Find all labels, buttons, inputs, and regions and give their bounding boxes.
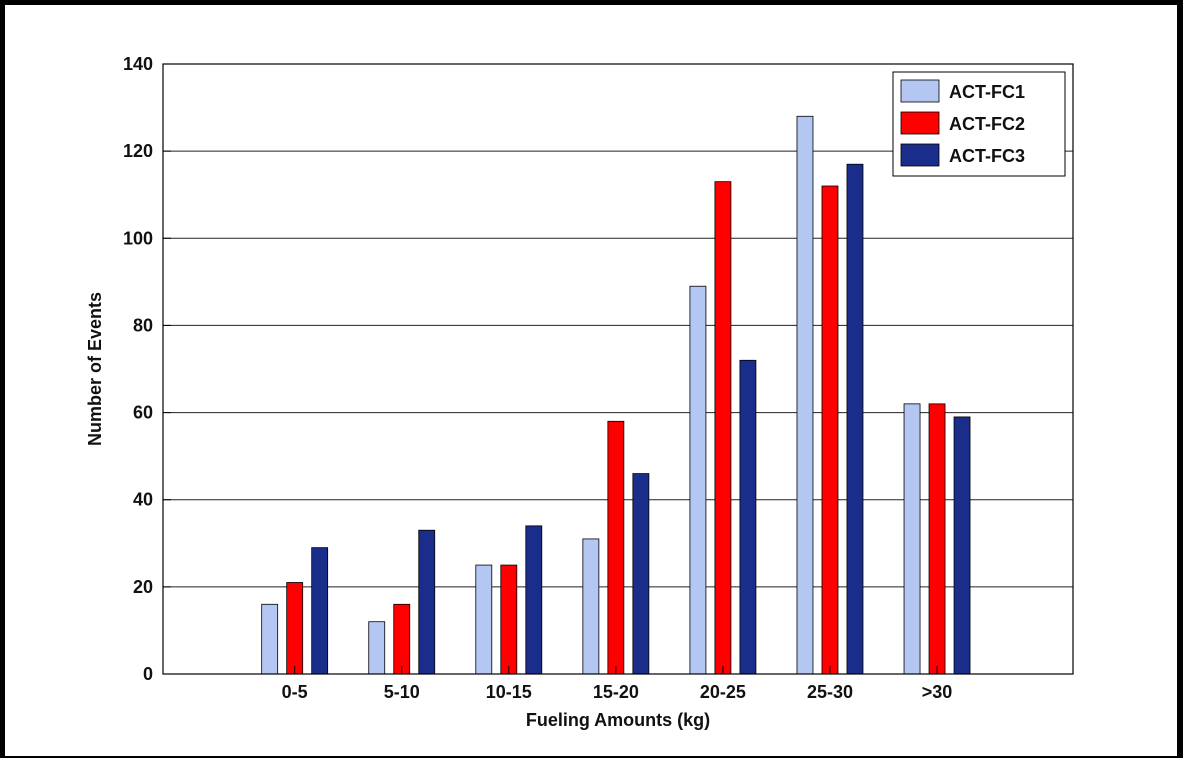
legend-label: ACT-FC2 bbox=[949, 114, 1025, 134]
plot-area-border bbox=[162, 63, 1074, 675]
legend-label: ACT-FC1 bbox=[949, 82, 1025, 102]
y-tick-label: 120 bbox=[123, 141, 153, 161]
y-axis-label: Number of Events bbox=[85, 292, 105, 446]
x-tick-label: 25-30 bbox=[807, 682, 853, 702]
bar-act-fc2-2 bbox=[500, 564, 518, 675]
legend: ACT-FC1 ACT-FC2 ACT-FC3 bbox=[892, 71, 1066, 177]
grid-lines bbox=[163, 150, 1073, 588]
bar-act-fc1-5 bbox=[796, 115, 814, 675]
bar-act-fc1-0 bbox=[261, 603, 279, 675]
x-axis-label: Fueling Amounts (kg) bbox=[526, 710, 710, 730]
bar-act-fc1-4 bbox=[689, 285, 707, 675]
legend-swatch bbox=[900, 79, 940, 103]
y-tick-label: 140 bbox=[123, 54, 153, 74]
bars bbox=[261, 115, 971, 675]
bar-act-fc2-6 bbox=[928, 403, 946, 675]
legend-swatch bbox=[900, 143, 940, 167]
bar-act-fc2-4 bbox=[714, 181, 732, 675]
x-tick-label: 15-20 bbox=[593, 682, 639, 702]
legend-swatch bbox=[900, 111, 940, 135]
bar-act-fc1-6 bbox=[903, 403, 921, 675]
x-tick-label: 10-15 bbox=[486, 682, 532, 702]
bar-act-fc3-0 bbox=[311, 547, 329, 675]
bar-act-fc3-3 bbox=[632, 473, 650, 675]
y-axis-ticks: 0 20 40 60 80 100 120 140 bbox=[123, 54, 171, 684]
bar-act-fc3-1 bbox=[418, 529, 436, 675]
x-tick-label: 5-10 bbox=[384, 682, 420, 702]
bar-act-fc3-2 bbox=[525, 525, 543, 675]
bar-act-fc2-0 bbox=[286, 582, 304, 675]
bar-act-fc2-3 bbox=[607, 420, 625, 675]
y-tick-label: 80 bbox=[133, 315, 153, 335]
y-tick-label: 20 bbox=[133, 577, 153, 597]
y-tick-label: 0 bbox=[143, 664, 153, 684]
x-axis-ticks: 0-5 5-10 10-15 15-20 20-25 25-30 >30 bbox=[282, 666, 953, 702]
legend-label: ACT-FC3 bbox=[949, 146, 1025, 166]
x-tick-label: 20-25 bbox=[700, 682, 746, 702]
y-tick-label: 100 bbox=[123, 228, 153, 248]
y-tick-label: 60 bbox=[133, 403, 153, 423]
bar-act-fc1-3 bbox=[582, 538, 600, 675]
bar-act-fc3-6 bbox=[953, 416, 971, 675]
bar-act-fc3-5 bbox=[846, 163, 864, 675]
x-tick-label: >30 bbox=[922, 682, 953, 702]
bar-act-fc2-5 bbox=[821, 185, 839, 675]
bar-act-fc1-1 bbox=[368, 621, 386, 675]
x-tick-label: 0-5 bbox=[282, 682, 308, 702]
bar-act-fc2-1 bbox=[393, 603, 411, 675]
y-tick-label: 40 bbox=[133, 490, 153, 510]
bar-act-fc3-4 bbox=[739, 359, 757, 675]
bar-act-fc1-2 bbox=[475, 564, 493, 675]
